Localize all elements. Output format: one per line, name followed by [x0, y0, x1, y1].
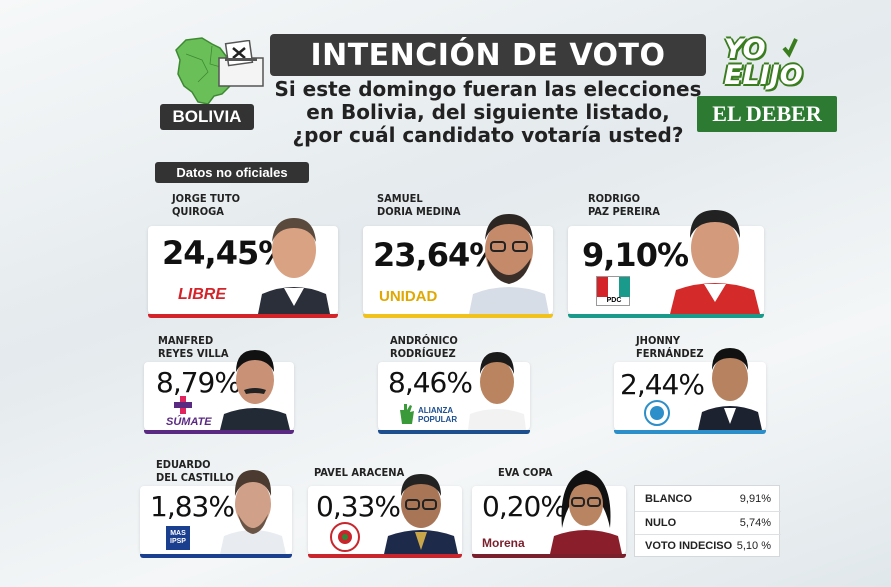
ballot-box-icon — [218, 40, 264, 87]
candidate-name: EDUARDO DEL CASTILLO — [156, 458, 234, 484]
name-line: JHONNY — [636, 334, 681, 347]
party-label: LIBRE — [178, 286, 226, 303]
brand-line-2: ELIJO — [724, 60, 803, 91]
party-stripe — [308, 554, 462, 558]
candidate-photo — [469, 214, 549, 314]
table-row: NULO 5,74% — [635, 511, 781, 533]
name-line: DEL CASTILLO — [156, 471, 234, 484]
party-label: UNIDAD — [379, 288, 438, 305]
candidate-photo — [468, 352, 526, 430]
table-row: BLANCO 9,91% — [635, 488, 781, 510]
candidate-photo — [220, 350, 290, 430]
candidate-name: ANDRÓNICO RODRÍGUEZ — [390, 334, 458, 360]
name-line: REYES VILLA — [158, 347, 229, 360]
bolivia-map-icon — [175, 37, 235, 105]
name-line: EVA COPA — [498, 466, 553, 479]
party-stripe — [568, 314, 764, 318]
party-stripe — [363, 314, 553, 318]
candidate-card: ANDRÓNICO RODRÍGUEZ 8,46% ALIANZA POPULA… — [378, 332, 530, 436]
candidate-name: MANFRED REYES VILLA — [158, 334, 229, 360]
vote-percent: 24,45% — [162, 234, 290, 272]
candidate-card: EVA COPA 0,20% Morena — [472, 456, 626, 560]
name-line: DORIA MEDINA — [377, 205, 461, 218]
candidate-photo — [384, 474, 458, 554]
party-label: SÚMATE — [166, 416, 212, 428]
party-label: ALIANZA POPULAR — [418, 406, 458, 424]
name-line: EDUARDO — [156, 458, 211, 471]
name-line: ANDRÓNICO — [390, 334, 458, 347]
party-stripe — [140, 554, 292, 558]
pdc-logo: PDC — [596, 276, 630, 306]
candidate-name: JHONNY FERNÁNDEZ — [636, 334, 704, 360]
vote-percent: 0,33% — [316, 490, 401, 523]
unofficial-note: Datos no oficiales — [155, 162, 309, 183]
vote-percent: 23,64% — [373, 236, 501, 274]
table-row: VOTO INDECISO 5,10 % — [635, 534, 781, 556]
jhonny-party-logo — [644, 400, 670, 426]
row-value: 5,74% — [739, 516, 771, 529]
row-label: BLANCO — [645, 493, 693, 505]
survey-question: Si este domingo fueran las elecciones en… — [270, 78, 706, 147]
candidate-photo — [698, 348, 762, 430]
yo-elijo-logo: YO ELIJO — [720, 34, 830, 94]
vote-percent: 9,10% — [582, 236, 689, 274]
candidate-name: JORGE TUTO QUIROGA — [172, 192, 240, 218]
candidate-card: JORGE TUTO QUIROGA 24,45% LIBRE — [148, 188, 338, 320]
question-line-2: en Bolivia, del siguiente listado, — [306, 100, 670, 124]
party-label: PDC — [606, 297, 622, 304]
candidate-card: MANFRED REYES VILLA 8,79% SÚMATE — [144, 332, 294, 436]
candidate-card: JHONNY FERNÁNDEZ 2,44% — [614, 332, 766, 436]
party-stripe — [614, 430, 766, 434]
country-label: BOLIVIA — [160, 104, 254, 130]
row-label: VOTO INDECISO — [645, 539, 733, 552]
name-line: PAZ PEREIRA — [588, 205, 660, 218]
row-label: NULO — [645, 516, 677, 529]
candidate-card: SAMUEL DORIA MEDINA 23,64% UNIDAD — [363, 188, 553, 320]
candidate-photo — [258, 218, 330, 314]
pavel-party-logo — [330, 522, 360, 552]
name-line: MANFRED — [158, 334, 214, 347]
candidate-card: EDUARDO DEL CASTILLO 1,83% MAS IPSP — [140, 456, 292, 560]
page-title: INTENCIÓN DE VOTO — [270, 34, 706, 76]
question-line-1: Si este domingo fueran las elecciones — [274, 77, 702, 101]
name-line: RODRIGO — [588, 192, 641, 205]
name-line: JORGE TUTO — [172, 192, 240, 205]
party-stripe — [472, 554, 626, 558]
name-line: FERNÁNDEZ — [636, 347, 704, 360]
candidate-card: RODRIGO PAZ PEREIRA 9,10% PDC — [568, 188, 764, 320]
vote-percent: 2,44% — [620, 368, 705, 401]
check-icon — [782, 38, 798, 58]
candidate-name: EVA COPA — [498, 466, 552, 479]
vote-percent: 8,46% — [388, 366, 473, 399]
candidate-name: SAMUEL DORIA MEDINA — [377, 192, 460, 218]
candidate-photo — [550, 470, 622, 554]
alianza-hand-icon — [400, 404, 414, 424]
party-stripe — [148, 314, 338, 318]
others-table: BLANCO 9,91% NULO 5,74% VOTO INDECISO 5,… — [634, 485, 781, 557]
mas-logo: MAS IPSP — [166, 526, 190, 550]
question-line-3: ¿por cuál candidato votaría usted? — [292, 123, 684, 147]
publisher-logo: EL DEBER — [697, 96, 837, 132]
morena-logo: Morena — [482, 536, 525, 550]
candidate-card: PAVEL ARACENA 0,33% — [308, 456, 462, 560]
candidate-photo — [220, 470, 286, 554]
name-line: RODRÍGUEZ — [390, 347, 456, 360]
vote-percent: 0,20% — [482, 490, 567, 523]
sumate-logo — [174, 396, 192, 414]
name-line: QUIROGA — [172, 205, 224, 218]
candidate-name: PAVEL ARACENA — [314, 466, 404, 479]
party-stripe — [378, 430, 530, 434]
vote-percent: 8,79% — [156, 366, 241, 399]
vote-percent: 1,83% — [150, 490, 235, 523]
name-line: PAVEL ARACENA — [314, 466, 405, 479]
party-stripe — [144, 430, 294, 434]
row-value: 9,91% — [739, 493, 771, 505]
brand-line-1: YO — [724, 34, 766, 65]
candidate-name: RODRIGO PAZ PEREIRA — [588, 192, 660, 218]
name-line: SAMUEL — [377, 192, 423, 205]
row-value: 5,10 % — [736, 539, 771, 552]
candidate-photo — [670, 210, 760, 314]
